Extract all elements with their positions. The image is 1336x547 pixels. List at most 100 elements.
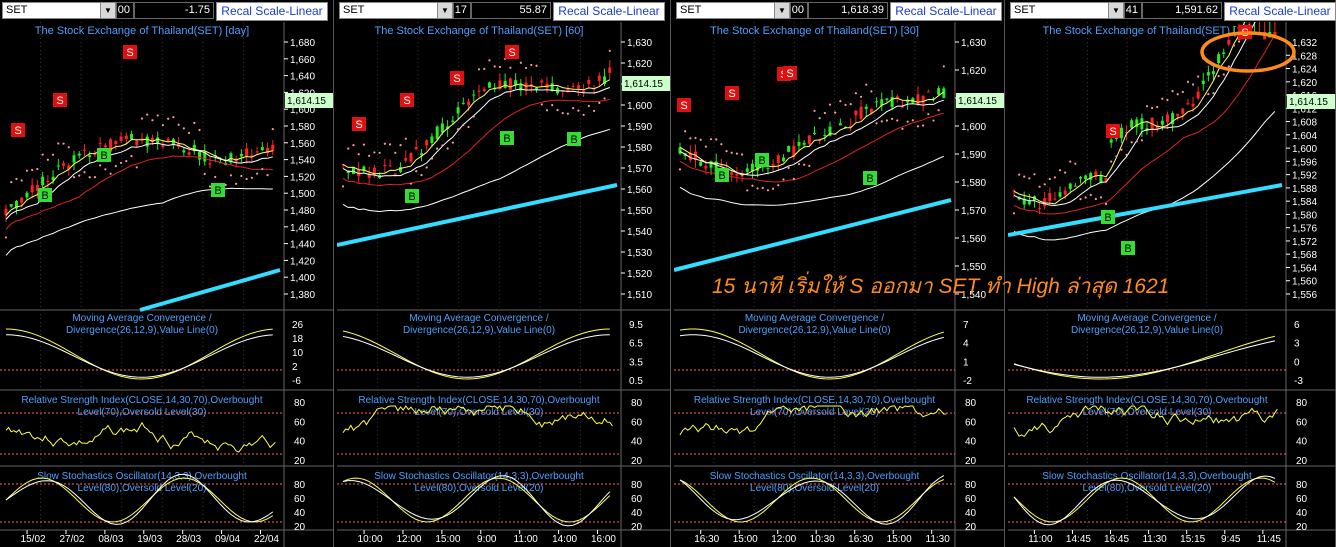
- chart-panel-1[interactable]: SET ▼ 00 -1.75 Recal Scale-Linear The Sto…: [0, 0, 334, 547]
- y-axis-tick: 1,400: [290, 273, 315, 284]
- y-axis-tick: 1,540: [290, 156, 315, 167]
- buy-signal-marker: B: [408, 191, 415, 203]
- y-axis-tick: 1,592: [1292, 171, 1317, 182]
- chart-panel-2[interactable]: SET ▼ 17 55.87 Recal Scale-Linear The Sto…: [337, 0, 671, 547]
- x-axis-label: 16:45: [1104, 534, 1129, 545]
- y-axis-tick: 1,576: [1292, 224, 1317, 235]
- chart-canvas[interactable]: The Stock Exchange of Thailand(SET) [60]…: [337, 22, 671, 547]
- buy-signal-marker: B: [1104, 212, 1111, 224]
- symbol-select[interactable]: SET ▼: [339, 2, 453, 19]
- chevron-down-icon[interactable]: ▼: [437, 3, 452, 18]
- stoch-axis-tick: 20: [965, 522, 977, 533]
- macd-title-line1: Moving Average Convergence /: [409, 313, 549, 324]
- symbol-value: SET: [680, 4, 702, 16]
- y-axis-tick: 1,550: [627, 206, 652, 217]
- rsi-axis-tick: 80: [965, 398, 977, 409]
- last-price-label: 1,614.15: [287, 96, 326, 107]
- y-axis-tick: 1,600: [290, 105, 315, 116]
- x-axis-label: 27/02: [59, 534, 84, 545]
- y-axis-tick: 1,560: [627, 185, 652, 196]
- stoch-title-line1: Slow Stochastics Oscillator(14,3,3),Over…: [37, 471, 247, 482]
- x-axis-label: 15:00: [733, 534, 758, 545]
- recal-scale-button[interactable]: Recal Scale-Linear: [890, 2, 1002, 21]
- stoch-axis-tick: 20: [1296, 522, 1308, 533]
- chevron-down-icon[interactable]: ▼: [1108, 3, 1123, 18]
- y-axis-tick: 1,600: [1292, 144, 1317, 155]
- y-axis-tick: 1,550: [961, 262, 986, 273]
- x-axis-label: 08/03: [98, 534, 123, 545]
- chart-toolbar: SET ▼ 41 1,591.62 Recal Scale-Linear: [1008, 0, 1336, 22]
- x-axis-label: 10:30: [810, 534, 835, 545]
- x-axis-label: 15:15: [1180, 534, 1205, 545]
- rsi-axis-tick: 60: [965, 417, 977, 428]
- header-value-b: 1,591.62: [1142, 2, 1222, 19]
- macd-axis-tick: 3: [1294, 339, 1300, 350]
- symbol-value: SET: [6, 4, 28, 16]
- x-axis-label: 12:00: [771, 534, 796, 545]
- chevron-down-icon[interactable]: ▼: [100, 3, 115, 18]
- sell-signal-marker: S: [1109, 126, 1116, 138]
- buy-signal-marker: B: [41, 190, 48, 202]
- sell-signal-marker: S: [403, 95, 410, 107]
- macd-title-line1: Moving Average Convergence /: [72, 313, 212, 324]
- recal-scale-button[interactable]: Recal Scale-Linear: [553, 2, 665, 21]
- chart-canvas[interactable]: The Stock Exchange of Thailand(SET) [day…: [0, 22, 334, 547]
- chart-panel-3[interactable]: SET ▼ 00 1,618.39 Recal Scale-Linear The …: [674, 0, 1005, 547]
- y-axis-tick: 1,600: [961, 122, 986, 133]
- chart-canvas[interactable]: The Stock Exchange of Thailand(SET) [15]…: [1008, 22, 1336, 547]
- symbol-value: SET: [343, 4, 365, 16]
- y-axis-tick: 1,570: [961, 206, 986, 217]
- sell-signal-marker: S: [355, 119, 362, 131]
- y-axis-tick: 1,612: [1292, 104, 1317, 115]
- x-axis-label: 14:00: [552, 534, 577, 545]
- y-axis-tick: 1,560: [290, 139, 315, 150]
- stoch-title-line2: Level(80),Oversold Level(20): [750, 483, 879, 494]
- chart-panel-4[interactable]: SET ▼ 41 1,591.62 Recal Scale-Linear The …: [1008, 0, 1336, 547]
- y-axis-tick: 1,520: [627, 269, 652, 280]
- sell-signal-marker: S: [453, 73, 460, 85]
- x-axis-label: 14:45: [1066, 534, 1091, 545]
- chart-toolbar: SET ▼ 00 1,618.39 Recal Scale-Linear: [674, 0, 1004, 22]
- x-axis-label: 12:00: [396, 534, 421, 545]
- stoch-axis-tick: 80: [1296, 480, 1308, 491]
- sell-signal-marker: S: [126, 47, 133, 59]
- x-axis-label: 09/04: [215, 534, 240, 545]
- x-axis-label: 11:45: [1257, 534, 1282, 545]
- buy-signal-marker: B: [758, 155, 765, 167]
- macd-axis-tick: 6.5: [629, 339, 643, 350]
- y-axis-tick: 1,440: [290, 240, 315, 251]
- y-axis-tick: 1,570: [627, 164, 652, 175]
- rsi-title-line1: Relative Strength Index(CLOSE,14,30,70),…: [694, 395, 935, 406]
- chart-title: The Stock Exchange of Thailand(SET) [day…: [35, 25, 249, 37]
- y-axis-tick: 1,640: [290, 72, 315, 83]
- recal-scale-button[interactable]: Recal Scale-Linear: [216, 2, 328, 21]
- chart-canvas[interactable]: The Stock Exchange of Thailand(SET) [30]…: [674, 22, 1005, 547]
- stoch-axis-tick: 60: [631, 494, 643, 505]
- y-axis-tick: 1,624: [1292, 65, 1317, 76]
- y-axis-tick: 1,630: [961, 38, 986, 49]
- y-axis-tick: 1,596: [1292, 157, 1317, 168]
- buy-signal-marker: B: [1124, 243, 1131, 255]
- rsi-axis-tick: 80: [631, 398, 643, 409]
- chart-title: The Stock Exchange of Thailand(SET) [30]: [710, 25, 919, 37]
- y-axis-tick: 1,620: [627, 59, 652, 70]
- symbol-select[interactable]: SET ▼: [1010, 2, 1124, 19]
- buy-signal-marker: B: [214, 185, 221, 197]
- symbol-select[interactable]: SET ▼: [2, 2, 116, 19]
- buy-signal-marker: B: [570, 134, 577, 146]
- y-axis-tick: 1,580: [290, 122, 315, 133]
- symbol-select[interactable]: SET ▼: [676, 2, 790, 19]
- recal-scale-button[interactable]: Recal Scale-Linear: [1224, 2, 1336, 21]
- chart-toolbar: SET ▼ 17 55.87 Recal Scale-Linear: [337, 0, 670, 22]
- y-axis-tick: 1,540: [961, 290, 986, 301]
- macd-axis-tick: 26: [292, 320, 304, 331]
- rsi-axis-tick: 60: [294, 417, 306, 428]
- chevron-down-icon[interactable]: ▼: [774, 3, 789, 18]
- rsi-title-line1: Relative Strength Index(CLOSE,14,30,70),…: [358, 395, 599, 406]
- chart-title: The Stock Exchange of Thailand(SET) [15]: [1043, 25, 1252, 37]
- y-axis-tick: 1,560: [1292, 277, 1317, 288]
- stoch-axis-tick: 80: [294, 480, 306, 491]
- y-axis-tick: 1,580: [627, 143, 652, 154]
- stoch-axis-tick: 40: [965, 508, 977, 519]
- x-axis-label: 11:00: [1028, 534, 1053, 545]
